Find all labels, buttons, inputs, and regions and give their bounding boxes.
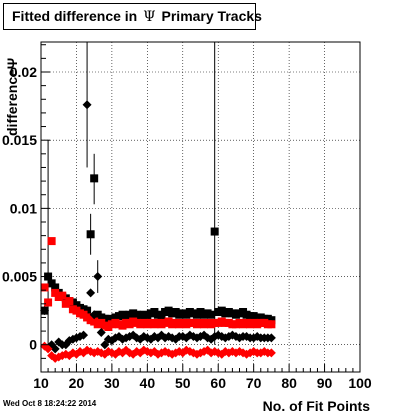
x-tick-label: 50 — [175, 375, 191, 391]
x-tick-label: 80 — [281, 375, 297, 391]
x-tick-label: 100 — [348, 375, 372, 391]
x-tick-label: 90 — [317, 375, 333, 391]
title-prefix: Fitted difference in — [12, 8, 138, 24]
square-marker — [267, 316, 276, 325]
square-marker — [47, 279, 56, 288]
y-tick-label: 0.015 — [2, 132, 37, 148]
square-marker — [65, 297, 74, 306]
x-tick-label: 10 — [33, 375, 49, 391]
diamond-marker — [43, 344, 53, 354]
data-markers — [40, 100, 276, 363]
x-tick-label: 70 — [246, 375, 262, 391]
plot-frame — [40, 41, 361, 373]
y-tick-label: 0 — [29, 337, 37, 353]
square-marker — [40, 283, 49, 292]
grid — [41, 42, 360, 372]
axes — [40, 41, 361, 373]
diamond-marker — [86, 288, 96, 298]
square-marker — [267, 320, 276, 329]
x-tick-label: 20 — [69, 375, 85, 391]
diamond-marker — [93, 272, 103, 282]
title-suffix: Primary Tracks — [161, 8, 262, 24]
diamond-marker — [57, 351, 67, 361]
square-marker — [47, 237, 56, 246]
x-axis-title: No. of Fit Points — [263, 398, 371, 414]
x-tick-label: 60 — [210, 375, 226, 391]
title-psi-symbol: Ψ — [143, 9, 156, 25]
square-marker — [86, 230, 95, 239]
diamond-marker — [50, 344, 60, 354]
square-marker — [83, 306, 92, 315]
diamond-marker — [40, 306, 50, 316]
diamond-marker — [266, 333, 276, 343]
diamond-marker — [89, 310, 99, 320]
chart-title: Fitted difference in Ψ Primary Tracks — [3, 3, 262, 30]
diamond-marker — [79, 330, 89, 340]
square-marker — [207, 310, 216, 319]
diamond-marker — [266, 348, 276, 358]
square-marker — [90, 174, 99, 183]
diamond-marker — [82, 100, 92, 110]
y-axis-title: differenceΨ — [4, 58, 20, 136]
y-tick-label: 0.02 — [10, 64, 37, 80]
x-tick-label: 40 — [140, 375, 156, 391]
square-marker — [51, 288, 60, 297]
square-marker — [51, 283, 60, 292]
square-marker — [157, 312, 166, 321]
square-marker — [44, 298, 53, 307]
y-tick-label: 0.005 — [2, 269, 37, 285]
tick-labels: 10 20 30 40 50 60 70 80 90 100 0 0.005 0.01 0.015 0.02 — [2, 64, 372, 391]
x-tick-label: 30 — [104, 375, 120, 391]
timestamp: Wed Oct 8 18:24:22 2014 — [3, 399, 97, 408]
square-marker — [58, 291, 67, 300]
y-tick-label: 0.01 — [10, 200, 37, 216]
diamond-marker — [96, 327, 106, 337]
square-marker — [210, 227, 219, 236]
